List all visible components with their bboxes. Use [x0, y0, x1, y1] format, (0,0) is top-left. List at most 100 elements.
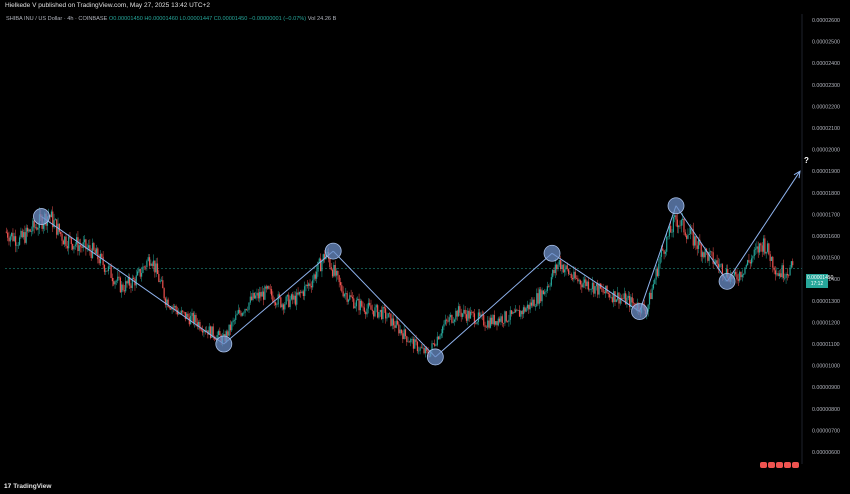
candle-body [745, 265, 747, 268]
candle-body [503, 322, 505, 324]
candle-body [77, 237, 79, 252]
candle-body [219, 331, 221, 336]
candle-body [93, 243, 95, 250]
pivot-circle[interactable] [543, 244, 561, 262]
candle-body [273, 301, 275, 303]
candle-body [782, 265, 785, 279]
candle-body [506, 321, 509, 323]
candle-body [667, 236, 669, 238]
candle-body [208, 326, 210, 335]
event-marker-icon[interactable] [784, 462, 791, 468]
candle-body [377, 305, 379, 318]
event-marker-icon[interactable] [760, 462, 767, 468]
candle-body [257, 292, 259, 299]
candle-body [662, 248, 664, 251]
candle-body [276, 304, 278, 306]
candle-body [30, 231, 33, 232]
candle-body [316, 271, 318, 279]
zigzag-line[interactable] [551, 252, 640, 313]
candle-body [286, 294, 289, 297]
candle-body [573, 271, 575, 280]
candle-body [773, 267, 775, 271]
candle-body [664, 251, 667, 254]
candle-body [432, 343, 434, 344]
candle-body [489, 317, 491, 328]
candle-body [508, 319, 510, 322]
candle-body [656, 268, 659, 276]
candle-body [444, 319, 446, 325]
zigzag-line[interactable] [639, 205, 677, 312]
zigzag-line[interactable] [41, 216, 225, 345]
candle-body [415, 339, 417, 342]
candle-body [671, 232, 673, 233]
candle-body [434, 343, 436, 346]
candle-body [626, 297, 628, 305]
projection-arrow-line[interactable] [726, 170, 801, 282]
pivot-circle[interactable] [215, 335, 233, 353]
candle-body [792, 261, 794, 266]
candle-body [476, 321, 478, 324]
y-tick-label: 0.00002100 [812, 126, 840, 132]
candle-body [583, 279, 586, 283]
candle-body [569, 274, 571, 275]
y-tick-label: 0.00001900 [812, 169, 840, 175]
candle-body [700, 244, 702, 257]
candle-body [266, 286, 269, 289]
pivot-circle[interactable] [718, 272, 736, 290]
candle-body [761, 245, 763, 252]
candle-body [766, 243, 769, 252]
candle-body [143, 266, 145, 268]
event-markers[interactable] [760, 455, 800, 468]
candle-body [119, 277, 121, 293]
candle-body [115, 280, 117, 282]
candle-body [475, 323, 477, 325]
price-chart[interactable]: 0.00002600 0.00002500 0.00002400 0.00002300… [0, 14, 850, 476]
candle-body [440, 333, 442, 336]
candle-body [121, 284, 123, 293]
candle-body [739, 271, 741, 281]
candle-body [18, 237, 21, 245]
event-marker-icon[interactable] [776, 462, 783, 468]
candle-body [623, 293, 625, 299]
candle-body [95, 248, 98, 254]
pivot-circle[interactable] [33, 208, 50, 225]
candle-body [525, 308, 527, 312]
candle-body [338, 275, 340, 283]
event-marker-icon[interactable] [768, 462, 775, 468]
pivot-circle[interactable] [324, 242, 342, 260]
candle-body [396, 320, 399, 325]
candle-body [765, 251, 767, 254]
zigzag-line[interactable] [675, 205, 728, 282]
candle-body [715, 260, 717, 264]
candle-body [29, 229, 31, 232]
chart-legend: SHIBA INU / US Dollar · 4h · COINBASE O0… [6, 16, 336, 22]
candle-body [670, 225, 672, 233]
candle-body [790, 261, 792, 268]
y-tick-label: 0.00001800 [812, 191, 840, 197]
pivot-circle[interactable] [631, 303, 648, 321]
zigzag-line[interactable] [223, 250, 334, 345]
candle-body [536, 293, 538, 307]
candle-body [167, 299, 169, 308]
event-marker-icon[interactable] [792, 462, 799, 468]
candle-body [284, 304, 286, 310]
candle-body [784, 277, 786, 279]
candle-body [349, 295, 351, 300]
candle-body [256, 292, 258, 296]
pivot-circle[interactable] [667, 197, 685, 215]
candle-body [97, 248, 99, 260]
candle-body [621, 297, 623, 299]
chart-area[interactable]: 0.00002600 0.00002500 0.00002400 0.00002300… [0, 14, 850, 476]
pivot-circle[interactable] [426, 348, 444, 366]
candle-body [484, 325, 486, 327]
candle-body [689, 228, 692, 234]
candle-body [190, 315, 192, 325]
candle-body [183, 311, 185, 313]
candle-body [500, 316, 502, 322]
candle-body [142, 266, 144, 273]
candle-body [26, 227, 29, 232]
publisher-text: Hielkede V published on TradingView.com,… [5, 2, 210, 9]
zigzag-line[interactable] [434, 252, 553, 358]
candle-body [789, 267, 791, 276]
zigzag-line[interactable] [332, 250, 436, 358]
